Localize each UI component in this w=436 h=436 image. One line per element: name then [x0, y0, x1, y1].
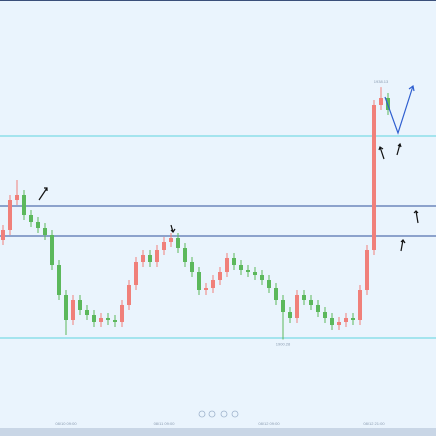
forecast-path	[384, 85, 414, 135]
candle-body	[1, 230, 5, 240]
pager-button[interactable]	[208, 410, 216, 418]
candle-body	[162, 242, 166, 250]
candle-body	[330, 318, 334, 325]
candle-body	[8, 200, 12, 230]
candle-body	[211, 280, 215, 288]
candle-body	[120, 305, 124, 322]
candle-body	[57, 265, 61, 295]
candle-body	[225, 258, 229, 272]
pager-button[interactable]	[198, 410, 206, 418]
levels	[0, 135, 436, 339]
candle-body	[309, 300, 313, 305]
candle-body	[379, 98, 383, 105]
candle-body	[36, 222, 40, 228]
candle-body	[141, 255, 145, 262]
arrow-head	[408, 84, 415, 92]
candle-body	[85, 310, 89, 315]
candle-body	[281, 300, 285, 312]
candle-body	[29, 215, 33, 222]
arrow	[415, 210, 419, 224]
candle-body	[50, 235, 54, 265]
candle-body	[99, 318, 103, 322]
candle-body	[344, 318, 348, 322]
candle-body	[106, 318, 110, 320]
candle-body	[22, 195, 26, 215]
candle-body	[197, 272, 201, 290]
candle-body	[372, 105, 376, 250]
candle-body	[351, 318, 355, 320]
candle-body	[253, 272, 257, 275]
pager-button[interactable]	[220, 410, 228, 418]
candle-body	[183, 248, 187, 262]
candle-body	[71, 300, 75, 320]
candle-body	[323, 312, 327, 318]
max-label: 1938.13	[374, 79, 389, 84]
candle-body	[302, 295, 306, 300]
candle-body	[358, 290, 362, 320]
forecast-arrow	[384, 84, 415, 135]
x-tick-label: 08/12 09:00	[258, 421, 280, 426]
annotations	[38, 142, 419, 252]
candle-body	[169, 238, 173, 242]
x-tick-label: 08/11 09:00	[154, 421, 176, 426]
candle-body	[127, 285, 131, 305]
x-tick-label: 08/12 21:00	[363, 421, 385, 426]
candle-body	[176, 238, 180, 248]
arrow	[38, 187, 48, 201]
min-label: 1900.28	[276, 342, 291, 347]
arrow	[396, 143, 401, 156]
candle-body	[218, 272, 222, 280]
candle-body	[134, 262, 138, 285]
arrow-head	[170, 228, 176, 233]
candle-body	[316, 305, 320, 312]
arrow	[379, 146, 385, 160]
arrow	[400, 239, 404, 252]
pager-button[interactable]	[231, 410, 239, 418]
x-tick-label: 08/10 09:00	[55, 421, 77, 426]
candle-body	[204, 288, 208, 290]
pager	[198, 410, 239, 418]
arrow-head	[378, 146, 384, 151]
arrow-head	[397, 142, 402, 148]
scrollbar[interactable]	[0, 428, 436, 436]
labels: 08/10 09:00 08/11 09:00 08/12 09:00 08/12 2…	[55, 79, 389, 426]
candle-body	[274, 288, 278, 300]
candle-body	[267, 280, 271, 288]
candle-body	[113, 320, 117, 322]
arrow-head	[413, 210, 419, 214]
candle-body	[337, 322, 341, 325]
candle-body	[148, 255, 152, 262]
candle-body	[232, 258, 236, 265]
arrow-head	[400, 239, 406, 244]
candle-body	[260, 275, 264, 280]
candle-body	[43, 228, 47, 235]
candles	[1, 87, 390, 340]
candle-body	[365, 250, 369, 290]
candle-body	[155, 250, 159, 262]
candle-body	[64, 295, 68, 320]
candle-body	[246, 270, 250, 272]
arrow-head	[44, 187, 48, 191]
candle-body	[190, 262, 194, 272]
candle-body	[288, 312, 292, 318]
candle-body	[239, 265, 243, 270]
candle-body	[92, 315, 96, 322]
candle-body	[78, 300, 82, 310]
candle-body	[15, 195, 19, 200]
candle-body	[295, 295, 299, 318]
